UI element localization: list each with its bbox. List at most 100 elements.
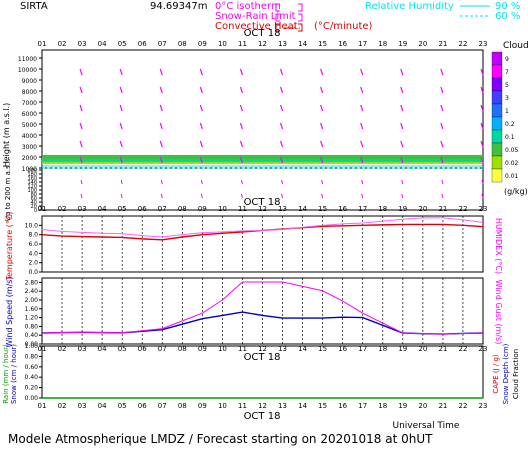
wind-barb — [119, 140, 123, 148]
y-tick-label: 200 — [27, 168, 37, 174]
wind-barbs — [79, 68, 484, 199]
wind-barb — [480, 86, 484, 94]
colorbar-swatch — [491, 155, 503, 170]
wind-barb — [281, 193, 284, 199]
humidex-ylabel: HUMIDEX (°C) — [494, 218, 503, 274]
wind-barb — [320, 104, 324, 112]
colorbar-level: 9 — [505, 56, 509, 63]
y-tick-label: 1.60 — [25, 306, 39, 313]
wind-barb — [279, 104, 284, 112]
wind-barb — [360, 104, 364, 112]
wind-barb — [440, 122, 444, 130]
hour-tick-label: 16 — [338, 345, 347, 353]
snow-depth-ylabel: Snow Depth (cm) — [502, 343, 510, 404]
hour-tick-label: 19 — [398, 402, 407, 410]
hour-tick-label: 17 — [358, 345, 367, 353]
wind-barb — [79, 156, 83, 164]
wind-barb — [400, 68, 404, 76]
date-label-low: OCT 18 — [244, 352, 281, 363]
colorbar-level: 0.2 — [505, 121, 515, 128]
wind-barb — [79, 86, 83, 94]
humidity-90: 90 % — [495, 1, 520, 12]
y-tick-label: 0.40 — [25, 332, 39, 339]
wind-barb — [320, 68, 324, 76]
rain-ylabel: Rain (mm / hour) — [2, 344, 10, 404]
hour-tick-label: 03 — [78, 402, 87, 410]
colorbar-swatch — [491, 51, 503, 66]
hour-tick-label: 23 — [479, 402, 488, 410]
wind-barb — [279, 156, 284, 164]
hour-tick-label: 03 — [78, 40, 87, 48]
y-tick-label: 0.80 — [25, 323, 39, 330]
hour-tick-label: 17 — [358, 205, 367, 213]
hour-tick-label: 10 — [218, 40, 227, 48]
hour-tick-label: 07 — [158, 345, 167, 353]
hour-tick-label: 09 — [198, 205, 207, 213]
y-tick-label: 2.0 — [28, 260, 38, 267]
wind-barb — [199, 140, 203, 148]
wind-barb — [80, 193, 83, 199]
y-tick-label: 8.0 — [28, 232, 38, 239]
hour-tick-label: 07 — [158, 40, 167, 48]
wind-barb — [239, 140, 244, 148]
wind-barb — [441, 179, 444, 185]
wind-barb — [239, 156, 244, 164]
hour-tick-label: 11 — [238, 40, 247, 48]
wind-barb — [239, 86, 244, 94]
hour-tick-label: 08 — [178, 402, 187, 410]
cape-ylabel: CAPE (J / g) — [492, 354, 500, 394]
hour-tick-label: 22 — [458, 402, 467, 410]
hour-tick-label: 04 — [98, 345, 107, 353]
temperature-series — [41, 217, 484, 241]
wind-barb — [320, 122, 324, 130]
hour-tick-label: 15 — [318, 345, 327, 353]
wind-barb — [119, 68, 123, 76]
hour-tick-label: 17 — [358, 402, 367, 410]
hour-tick-label: 20 — [418, 40, 427, 48]
wind-barb — [441, 193, 444, 199]
hour-tick-label: 12 — [258, 345, 267, 353]
hour-tick-label: 08 — [178, 205, 187, 213]
hour-tick-label: 23 — [479, 40, 488, 48]
y-tick-label: 10.0 — [25, 222, 39, 229]
hour-tick-label: 04 — [98, 402, 107, 410]
wind-barb — [79, 140, 83, 148]
wind-barb — [119, 104, 123, 112]
colorbar-level: 5 — [505, 82, 509, 89]
isotherm-swatch — [275, 3, 303, 12]
hour-tick-label: 18 — [378, 402, 387, 410]
hour-tick-label: 14 — [298, 345, 307, 353]
wind-barb — [239, 68, 244, 76]
y-tick-label: 160 — [27, 176, 37, 182]
colorbar-level: 0.02 — [505, 160, 519, 167]
clouds-yticks: 1000200030004000500060007000800090001000… — [18, 56, 42, 214]
wind-barb — [480, 104, 484, 112]
hour-labels-low: 01 02 03 04 05 06 07 08 09 10 11 12 13 14 15 16 17 18 19 20… — [38, 345, 488, 353]
hour-tick-label: 02 — [58, 205, 67, 213]
wind-barb — [240, 179, 243, 185]
wind-yticks: 0.00 0.40 0.801.20 1.60 2.00 2.40 2.80 — [25, 279, 42, 348]
series-line — [41, 217, 484, 238]
y-tick-label: 60 — [31, 196, 37, 202]
hour-tick-label: 12 — [258, 40, 267, 48]
colorbar-unit: (g/kg) — [504, 187, 528, 196]
wind-barb — [80, 179, 83, 185]
hour-tick-label: 22 — [458, 205, 467, 213]
hour-tick-label: 20 — [418, 402, 427, 410]
wind-barb — [321, 193, 324, 199]
wind-barb — [401, 193, 404, 199]
wind-barb — [279, 122, 284, 130]
wind-barb — [360, 156, 364, 164]
wind-barb — [320, 140, 324, 148]
clouds-ylabel2: Up to 200 m a.s.l. — [4, 159, 12, 221]
wind-barb — [480, 68, 484, 76]
hour-tick-label: 08 — [178, 345, 187, 353]
colorbar-level: 0.05 — [505, 147, 519, 154]
hour-tick-label: 21 — [438, 205, 447, 213]
hour-tick-label: 22 — [458, 40, 467, 48]
colorbar-level: 3 — [505, 95, 509, 102]
clouds-panel — [41, 49, 484, 211]
y-tick-label: 80 — [31, 192, 37, 198]
wind-barb — [440, 68, 444, 76]
